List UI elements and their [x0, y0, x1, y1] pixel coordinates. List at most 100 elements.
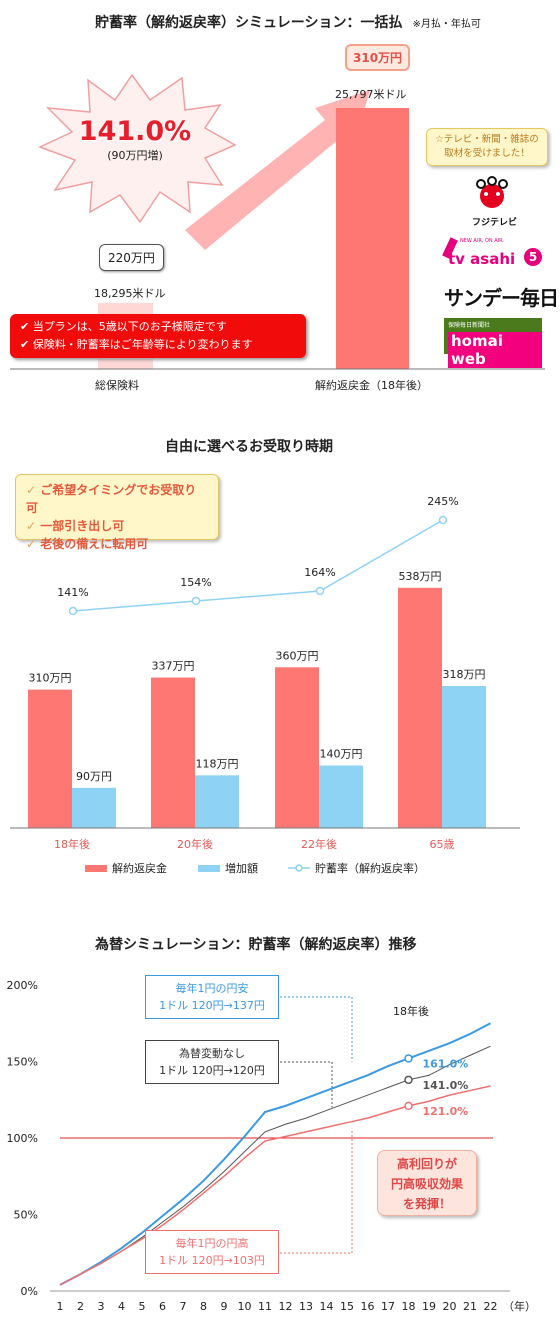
refund-category: 解約返戻金（18年後）: [315, 379, 428, 392]
highlight-label: 161.0%: [423, 1057, 469, 1070]
x-tick-label: 17: [381, 1300, 395, 1313]
refund-bar: [336, 108, 409, 369]
section3-chart: 0%50%100%150%200%1 2 3 4 5 6 7 8 9 10 11 12 13 14 15 16…: [7, 979, 536, 1313]
fuji-name: フジテレビ: [472, 218, 518, 228]
benefit-2: ✓ 一部引き出し可: [26, 517, 208, 535]
fuji-logo-icon: [476, 176, 508, 208]
x-tick-label: 19: [422, 1300, 436, 1313]
y-tick-label: 200%: [7, 979, 38, 992]
x-tick-label: 15: [340, 1300, 354, 1313]
asahi-name: tv asahi: [448, 250, 516, 268]
rate-label: 141%: [57, 586, 88, 599]
growth-arrow: [185, 90, 370, 250]
check-icon: ✔: [20, 320, 30, 333]
media-note-1: ☆テレビ・新聞・雑誌の: [435, 134, 539, 145]
flat-connector: [280, 1061, 333, 1108]
x-tick-label: 18: [402, 1300, 416, 1313]
x-tick-label: 21: [463, 1300, 477, 1313]
refund-usd: 25,797米ドル: [335, 88, 407, 101]
increase-label: 140万円: [320, 748, 363, 761]
strong-yen-annotation: 毎年1円の円高 1ドル 120円→103円: [145, 1230, 279, 1274]
banner-line-2: ✔ 保険料・貯蓄率はご年齢等により変わります: [20, 336, 296, 354]
highlight-label: 121.0%: [423, 1105, 469, 1118]
y-tick-label: 50%: [14, 1209, 38, 1222]
homai-web-logo: 保険毎日新聞社 homai web: [444, 318, 542, 368]
homai-name: homai web: [448, 332, 542, 368]
section1-title-text: 貯蓄率（解約返戻率）シミュレーション：一括払: [95, 15, 403, 31]
section2-title: 自由に選べるお受取り時期: [165, 439, 333, 455]
burst-sub: (90万円増): [107, 149, 163, 162]
weak-connector: [280, 996, 353, 1062]
check-icon: ✓: [26, 483, 37, 497]
strong-connector: [280, 1128, 353, 1254]
highlight-point: [404, 1054, 413, 1063]
banner-line-1: ✔ 当プランは、5歳以下のお子様限定です: [20, 318, 296, 336]
callout-line1: 高利回りが: [396, 1157, 457, 1171]
legend-rate-marker: [295, 864, 303, 872]
refund-label: 310万円: [29, 672, 72, 685]
section2-chart: 310万円 90万円 18年後 337万円 118万円 20年後 360万円 140万円 22年…: [10, 495, 520, 875]
x-tick-label: 8: [200, 1300, 207, 1313]
eighteen-years-label: 18年後: [393, 1004, 429, 1018]
sunday-mainichi-logo: サンデー毎日: [444, 286, 559, 310]
legend-rate: 貯蓄率（解約返戻率）: [315, 861, 425, 875]
flat-yen-annotation: 為替変動なし 1ドル 120円→120円: [145, 1040, 279, 1084]
rate-point: [438, 515, 448, 525]
increase-label: 118万円: [196, 757, 239, 770]
benefit-text-3: 老後の備えに転用可: [40, 537, 149, 551]
homai-publisher: 保険毎日新聞社: [448, 322, 491, 329]
highlight-point: [404, 1075, 413, 1085]
weak-yen-annotation: 毎年1円の円安 1ドル 120円→137円: [145, 975, 279, 1019]
media-note-2: 取材を受けました！: [444, 148, 530, 159]
banner-text-1: 当プランは、5歳以下のお子様限定です: [32, 320, 227, 333]
benefit-3: ✓ 老後の備えに転用可: [26, 535, 208, 553]
category-label: 65歳: [430, 838, 455, 851]
asahi-channel: 5: [524, 248, 542, 266]
x-tick-label: 2: [77, 1300, 84, 1313]
legend-increase: 増加額: [225, 862, 258, 875]
condition-banner: ✔ 当プランは、5歳以下のお子様限定です ✔ 保険料・貯蓄率はご年齢等により変わ…: [10, 314, 306, 358]
y-tick-label: 0%: [21, 1285, 38, 1298]
refund-bar: [151, 677, 195, 828]
x-tick-label: 3: [98, 1300, 105, 1313]
rate-point: [315, 586, 325, 596]
x-tick-label: 1: [57, 1300, 64, 1313]
strong-yen-line1: 毎年1円の円高: [175, 1237, 249, 1250]
rate-label: 245%: [427, 495, 458, 508]
x-tick-label: 5: [139, 1300, 146, 1313]
paid-category: 総保険料: [95, 379, 139, 392]
refund-label: 360万円: [276, 649, 319, 662]
burst-text: 141.0% (90万円増): [60, 116, 210, 163]
benefit-text-2: 一部引き出し可: [40, 519, 125, 533]
paid-amount: 220万円: [108, 251, 155, 265]
weak-yen-line: [59, 1022, 491, 1286]
y-tick-label: 100%: [7, 1132, 38, 1145]
yen-absorb-callout: 高利回りが 円高吸収効果 を発揮！: [377, 1150, 477, 1216]
refund-bar: [275, 667, 319, 828]
callout-line3: を発揮！: [402, 1197, 451, 1211]
legend-increase-swatch: [198, 865, 220, 872]
refund-amount-box: 310万円: [345, 44, 411, 71]
media-note: ☆テレビ・新聞・雑誌の 取材を受けました！: [426, 128, 548, 166]
asahi-tagline: NEW AIR, ON AIR.: [460, 238, 505, 244]
increase-bar: [195, 775, 239, 828]
refund-label: 337万円: [152, 660, 195, 673]
benefit-text-1: ご希望タイミングでお受取り可: [26, 483, 197, 515]
refund-amount: 310万円: [353, 51, 403, 65]
x-tick-label: 4: [118, 1300, 125, 1313]
banner-text-2: 保険料・貯蓄率はご年齢等により変わります: [32, 338, 253, 351]
legend-refund-swatch: [85, 865, 107, 872]
legend-refund: 解約返戻金: [112, 861, 167, 875]
check-icon: ✓: [26, 537, 37, 551]
tv-asahi-logo: NEW AIR, ON AIR. tv asahi 5: [442, 237, 544, 274]
category-label: 18年後: [54, 837, 90, 851]
strong-yen-line: [59, 1085, 491, 1286]
x-tick-label: 14: [320, 1300, 334, 1313]
x-tick-label: 7: [180, 1300, 187, 1313]
refund-bar: [398, 587, 442, 828]
highlight-point: [404, 1101, 413, 1111]
x-tick-label: 16: [361, 1300, 375, 1313]
x-unit-label: （年）: [503, 1299, 536, 1313]
section1-title: 貯蓄率（解約返戻率）シミュレーション：一括払 ※月払・年払可: [95, 12, 481, 32]
x-tick-label: 9: [221, 1300, 228, 1313]
